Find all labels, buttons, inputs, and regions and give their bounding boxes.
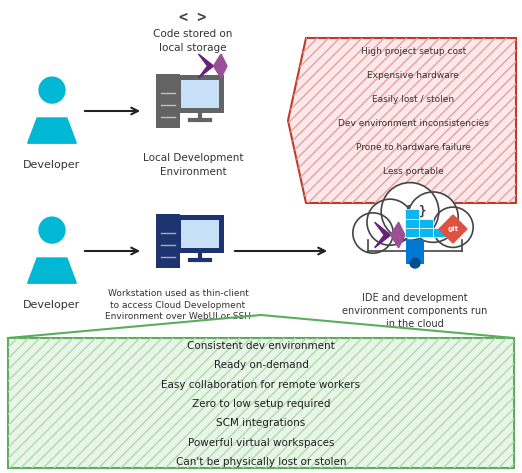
Circle shape (433, 207, 473, 247)
Text: { }: { } (404, 204, 426, 218)
Text: IDE and development
environment components run
in the cloud: IDE and development environment componen… (342, 293, 488, 329)
Polygon shape (375, 222, 390, 248)
Text: Workstation used as thin-client
to access Cloud Development
Environment over Web: Workstation used as thin-client to acces… (105, 289, 251, 321)
Text: Code stored on
local storage: Code stored on local storage (153, 29, 233, 53)
Text: Ready on-demand: Ready on-demand (213, 360, 309, 370)
FancyBboxPatch shape (368, 215, 462, 251)
Polygon shape (198, 54, 213, 78)
FancyBboxPatch shape (419, 219, 433, 228)
Text: High project setup cost: High project setup cost (361, 47, 466, 56)
Text: Dev environment inconsistencies: Dev environment inconsistencies (338, 120, 489, 129)
Circle shape (410, 258, 420, 268)
FancyBboxPatch shape (8, 338, 514, 468)
FancyBboxPatch shape (176, 75, 224, 113)
Text: Prone to hardware failure: Prone to hardware failure (356, 143, 471, 152)
Text: Powerful virtual workspaces: Powerful virtual workspaces (188, 438, 334, 447)
Text: Easily lost / stolen: Easily lost / stolen (372, 96, 455, 105)
FancyBboxPatch shape (405, 228, 419, 237)
Polygon shape (288, 38, 516, 203)
FancyBboxPatch shape (433, 228, 447, 237)
FancyBboxPatch shape (405, 209, 419, 219)
Text: SCM integrations: SCM integrations (217, 418, 305, 429)
Text: Expensive hardware: Expensive hardware (367, 71, 459, 80)
Circle shape (381, 183, 439, 240)
Text: Can't be physically lost or stolen: Can't be physically lost or stolen (176, 457, 346, 467)
Text: Less portable: Less portable (383, 167, 444, 176)
FancyBboxPatch shape (181, 220, 219, 248)
Text: Consistent dev environment: Consistent dev environment (187, 341, 335, 351)
FancyBboxPatch shape (156, 74, 180, 128)
Polygon shape (213, 54, 227, 78)
FancyBboxPatch shape (156, 214, 180, 268)
Polygon shape (28, 258, 76, 283)
Circle shape (39, 77, 65, 103)
FancyBboxPatch shape (405, 219, 419, 228)
Circle shape (353, 213, 393, 253)
Text: Easy collaboration for remote workers: Easy collaboration for remote workers (161, 380, 361, 390)
Text: git: git (447, 226, 458, 232)
FancyBboxPatch shape (181, 80, 219, 108)
Text: Developer: Developer (23, 300, 80, 310)
Text: Zero to low setup required: Zero to low setup required (192, 399, 330, 409)
Circle shape (367, 199, 413, 245)
Polygon shape (439, 215, 467, 243)
Polygon shape (28, 118, 76, 143)
Circle shape (408, 192, 458, 242)
FancyBboxPatch shape (419, 228, 433, 237)
FancyBboxPatch shape (406, 240, 424, 264)
Text: < >: < > (180, 10, 207, 26)
Polygon shape (390, 222, 405, 248)
Text: Local Development
Environment: Local Development Environment (143, 153, 243, 176)
FancyBboxPatch shape (176, 215, 224, 253)
Circle shape (39, 217, 65, 243)
Text: Developer: Developer (23, 160, 80, 170)
